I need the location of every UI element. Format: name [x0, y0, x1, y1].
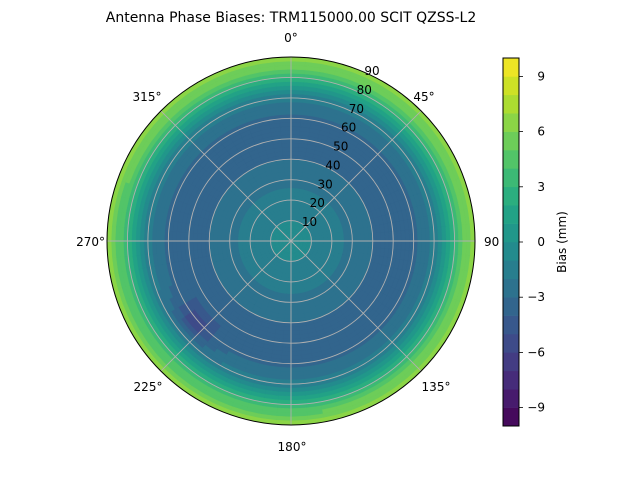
theta-tick-label: 90: [484, 235, 499, 249]
theta-tick-label: 270°: [76, 235, 105, 249]
colorbar-segment: [503, 389, 519, 408]
colorbar-tick-label: −6: [527, 345, 545, 359]
colorbar-segment: [503, 260, 519, 280]
radial-tick-label: 40: [325, 158, 340, 172]
colorbar: [503, 58, 519, 427]
colorbar-segment: [503, 76, 519, 96]
colorbar-segment: [503, 352, 519, 372]
colorbar-segment: [503, 113, 519, 132]
colorbar-tick-label: −3: [527, 290, 545, 304]
colorbar-segment: [503, 223, 519, 243]
chart-title: Antenna Phase Biases: TRM115000.00 SCIT …: [106, 10, 476, 26]
theta-tick-label: 180°: [278, 440, 307, 454]
theta-tick-label: 0°: [284, 31, 298, 45]
radial-tick-label: 70: [349, 102, 364, 116]
colorbar-ticks: −9 −6 −3 0 3 6 9: [519, 69, 545, 415]
radial-tick-label: 20: [310, 196, 325, 210]
colorbar-tick-label: 0: [537, 235, 545, 249]
radial-tick-label: 10: [302, 215, 317, 229]
theta-tick-label: 225°: [134, 380, 163, 394]
radial-tick-label: 90: [364, 64, 379, 78]
colorbar-segment: [503, 297, 519, 316]
colorbar-label: Bias (mm): [555, 211, 569, 273]
colorbar-segment: [503, 150, 519, 169]
radial-tick-label: 60: [341, 121, 356, 135]
colorbar-segment: [503, 242, 519, 261]
theta-tick-label: 135°: [422, 380, 451, 394]
colorbar-segment: [503, 205, 519, 224]
colorbar-segment: [503, 370, 519, 390]
colorbar-segment: [503, 186, 519, 206]
theta-tick-label: 45°: [413, 90, 434, 104]
colorbar-segment: [503, 168, 519, 188]
colorbar-segment: [503, 407, 519, 427]
colorbar-segment: [503, 334, 519, 353]
colorbar-tick-label: −9: [527, 401, 545, 415]
radial-tick-label: 50: [333, 140, 348, 154]
colorbar-tick-label: 9: [537, 69, 545, 83]
radial-tick-label: 80: [357, 83, 372, 97]
colorbar-segment: [503, 278, 519, 298]
polar-grid: [107, 57, 475, 425]
colorbar-segment: [503, 94, 519, 114]
theta-tick-label: 315°: [133, 90, 162, 104]
colorbar-segment: [503, 131, 519, 151]
radial-tick-label: 30: [317, 177, 332, 191]
colorbar-segment: [503, 58, 519, 77]
polar-heatmap-field: [107, 57, 475, 425]
colorbar-segment: [503, 315, 519, 335]
colorbar-tick-label: 6: [537, 125, 545, 139]
colorbar-tick-label: 3: [537, 180, 545, 194]
